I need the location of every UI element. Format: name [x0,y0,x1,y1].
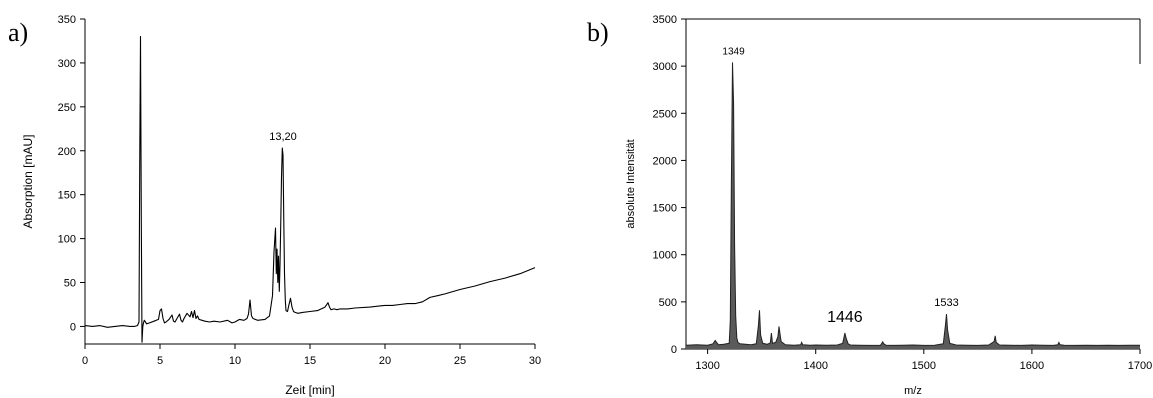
y-tick-label: 200 [58,146,76,158]
x-tick-label: 15 [304,355,316,367]
chromatogram-chart: 0 50 100 150 200 250 300 350 0 5 10 15 20 25 30 Zeit [m… [21,14,541,397]
x-tick-label: 1600 [1020,360,1044,372]
spectrum-line [685,62,1140,346]
x-axis-label: m/z [904,385,922,397]
x-axis-label: Zeit [min] [285,383,334,397]
x-tick-label: 1400 [803,360,827,372]
y-tick-label: 2000 [653,155,677,167]
y-tick-label: 300 [58,58,76,70]
y-tick-label: 150 [58,190,76,202]
chromatogram-line [84,36,536,343]
y-tick-label: 2500 [653,108,677,120]
peak-annotation: 1533 [934,297,958,309]
x-tick-label: 25 [454,355,466,367]
peak-annotation: 13,20 [269,131,297,143]
y-axis-label: absolute Intensität [625,139,637,228]
x-tick-label: 1500 [912,360,936,372]
y-tick-label: 3000 [653,61,677,73]
y-axis-label: Absorption [mAU] [21,134,35,228]
mass-spectrum-chart: 0 500 1000 1500 2000 2500 3000 3500 1300 1400 1500… [625,14,1152,397]
y-tick-label: 1500 [653,203,677,215]
x-tick-label: 1700 [1128,360,1152,372]
y-tick-label: 50 [64,278,76,290]
y-tick-label: 500 [659,297,677,309]
spectrum-area [686,62,1140,350]
y-tick-label: 350 [58,14,76,26]
x-tick-label: 30 [529,355,541,367]
x-tick-label: 20 [379,355,391,367]
y-tick-label: 250 [58,102,76,114]
x-tick-label: 5 [157,355,163,367]
x-tick-label: 0 [82,355,88,367]
peak-annotation: 1349 [722,46,745,57]
x-tick-label: 10 [229,355,241,367]
y-tick-label: 3500 [653,14,677,26]
y-tick-label: 0 [70,321,76,333]
x-tick-label: 1300 [695,360,719,372]
y-tick-label: 0 [671,344,677,356]
y-tick-label: 100 [58,234,76,246]
peak-annotation: 1446 [827,309,863,326]
panel-label-b: b) [587,18,609,47]
y-tick-label: 1000 [653,250,677,262]
panel-label-a: a) [8,18,29,47]
